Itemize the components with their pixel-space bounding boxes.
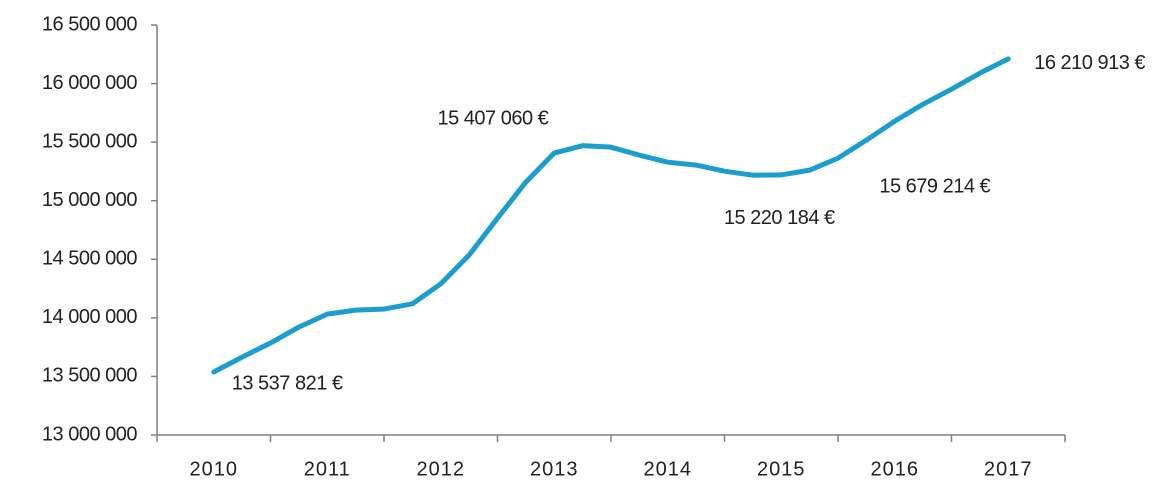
x-tick-label: 2012 bbox=[417, 458, 466, 480]
line bbox=[211, 56, 1011, 375]
y-tick-label: 14 500 000 bbox=[42, 248, 137, 270]
y-tick-label: 14 000 000 bbox=[42, 306, 137, 328]
x-tick-label: 2017 bbox=[984, 458, 1033, 480]
x-tick-label: 2015 bbox=[757, 458, 806, 480]
x-tick-label: 2013 bbox=[530, 458, 579, 480]
x-tick-label: 2011 bbox=[304, 458, 351, 480]
y-tick-label: 16 500 000 bbox=[42, 13, 137, 35]
y-tick-label: 13 000 000 bbox=[42, 423, 137, 445]
y-tick-label: 15 000 000 bbox=[42, 189, 137, 211]
data-label: 15 220 184 € bbox=[724, 207, 835, 229]
data-label: 16 210 913 € bbox=[1034, 52, 1145, 74]
data-label: 15 407 060 € bbox=[437, 107, 548, 129]
y-tick-label: 13 500 000 bbox=[42, 365, 137, 387]
x-tick-label: 2010 bbox=[190, 458, 239, 480]
data-label: 13 537 821 € bbox=[232, 372, 343, 394]
y-tick-label: 15 500 000 bbox=[42, 130, 137, 152]
x-tick-label: 2016 bbox=[871, 458, 920, 480]
x-tick-label: 2014 bbox=[644, 458, 693, 480]
y-tick-label: 16 000 000 bbox=[42, 72, 137, 94]
data-label: 15 679 214 € bbox=[879, 175, 990, 197]
